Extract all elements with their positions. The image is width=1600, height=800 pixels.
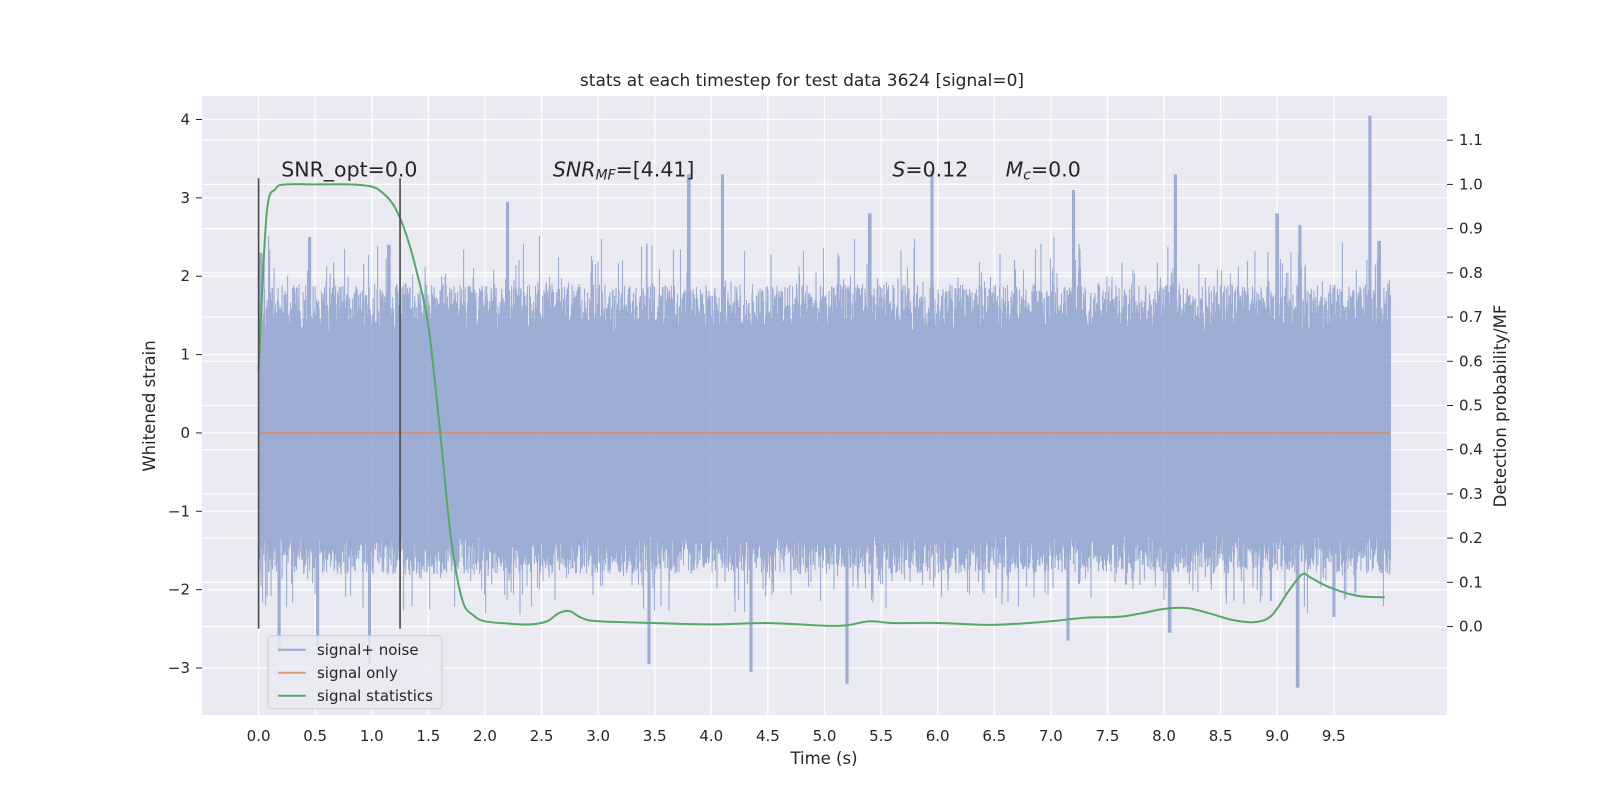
annotation-segment: SNR_opt=0.0 — [281, 157, 417, 182]
y2-tick-label: 0.9 — [1459, 220, 1483, 238]
x-tick-label: 8.5 — [1209, 727, 1233, 745]
x-tick-label: 3.5 — [643, 727, 667, 745]
legend-label: signal+ noise — [317, 641, 419, 659]
y2-tick-label: 0.0 — [1459, 618, 1483, 636]
legend-box — [267, 635, 443, 710]
y-tick-label: −3 — [168, 659, 190, 677]
x-tick-label: 5.0 — [813, 727, 837, 745]
annotation-segment: S — [892, 157, 905, 181]
legend-label: signal statistics — [317, 687, 433, 705]
x-tick-label: 2.0 — [473, 727, 497, 745]
legend-label: signal only — [317, 664, 398, 682]
y-tick-label: 4 — [180, 111, 190, 129]
y2-tick-label: 1.1 — [1459, 131, 1483, 149]
y2-tick-label: 0.4 — [1459, 441, 1483, 459]
x-tick-label: 7.5 — [1096, 727, 1120, 745]
annotation: Mc=0.0 — [1006, 157, 1081, 183]
annotation-segment: MF — [595, 167, 616, 183]
y2-tick-labels: 0.0 0.1 0.2 0.3 0.4 0.5 0.6 0.7 0.8 0.9 1.0 1.1 — [1447, 131, 1483, 636]
y2-tick-label: 0.2 — [1459, 529, 1483, 547]
y2-tick-label: 1.0 — [1459, 175, 1483, 193]
x-tick-label: 5.5 — [869, 727, 893, 745]
series-layer — [257, 115, 1391, 688]
x-tick-label: 3.0 — [586, 727, 610, 745]
y2-tick-label: 0.5 — [1459, 397, 1483, 415]
x-tick-label: 2.5 — [530, 727, 554, 745]
y2-axis-label: Detection probability/MF — [1491, 305, 1510, 508]
legend: signal+ noise signal only signal statistic… — [267, 635, 443, 710]
annotation-segment: =0.12 — [905, 157, 968, 181]
x-tick-label: 6.5 — [982, 727, 1006, 745]
y-tick-label: −2 — [168, 581, 190, 599]
x-tick-label: 4.5 — [756, 727, 780, 745]
y-tick-label: 3 — [180, 189, 190, 207]
annotations: SNR_opt=0.0 SNRMF=[4.41] S=0.12 Mc=0.0 — [281, 157, 1081, 183]
y-axis-label: Whitened strain — [140, 340, 159, 471]
y2-tick-label: 0.8 — [1459, 264, 1483, 282]
y2-tick-label: 0.7 — [1459, 308, 1483, 326]
y2-tick-label: 0.6 — [1459, 352, 1483, 370]
x-tick-label: 7.0 — [1039, 727, 1063, 745]
annotation-segment: M — [1006, 157, 1024, 181]
x-axis-label: Time (s) — [789, 749, 857, 768]
x-tick-label: 6.0 — [926, 727, 950, 745]
annotation: S=0.12 — [892, 157, 968, 181]
annotation-segment: c — [1023, 167, 1031, 183]
x-tick-labels: 0.0 0.5 1.0 1.5 2.0 2.5 3.0 3.5 4.0 4.5 5.0 5.5 6.0 6… — [247, 727, 1346, 745]
x-tick-label: 8.0 — [1152, 727, 1176, 745]
series-signal-statistics — [257, 183, 1385, 627]
y2-tick-label: 0.3 — [1459, 485, 1483, 503]
x-tick-label: 1.5 — [416, 727, 440, 745]
annotation: SNRMF=[4.41] — [553, 157, 695, 183]
y-tick-labels: −3 −2 −1 0 1 2 3 4 — [168, 111, 202, 677]
x-tick-label: 1.0 — [360, 727, 384, 745]
x-tick-label: 0.0 — [247, 727, 271, 745]
annotation-segment: =[4.41] — [616, 157, 695, 181]
annotation-segment: =0.0 — [1031, 157, 1081, 181]
y-tick-label: 2 — [180, 267, 190, 285]
x-tick-label: 0.5 — [303, 727, 327, 745]
chart-title: stats at each timestep for test data 362… — [580, 71, 1024, 91]
annotation-segment: SNR — [553, 157, 596, 181]
vertical-markers — [257, 178, 401, 629]
y-tick-label: 0 — [180, 424, 190, 442]
y-tick-label: 1 — [180, 346, 190, 364]
x-tick-label: 4.0 — [699, 727, 723, 745]
annotation: SNR_opt=0.0 — [281, 157, 417, 182]
x-tick-label: 9.5 — [1322, 727, 1346, 745]
x-tick-label: 9.0 — [1265, 727, 1289, 745]
y-tick-label: −1 — [168, 502, 190, 520]
y2-tick-label: 0.1 — [1459, 573, 1483, 591]
